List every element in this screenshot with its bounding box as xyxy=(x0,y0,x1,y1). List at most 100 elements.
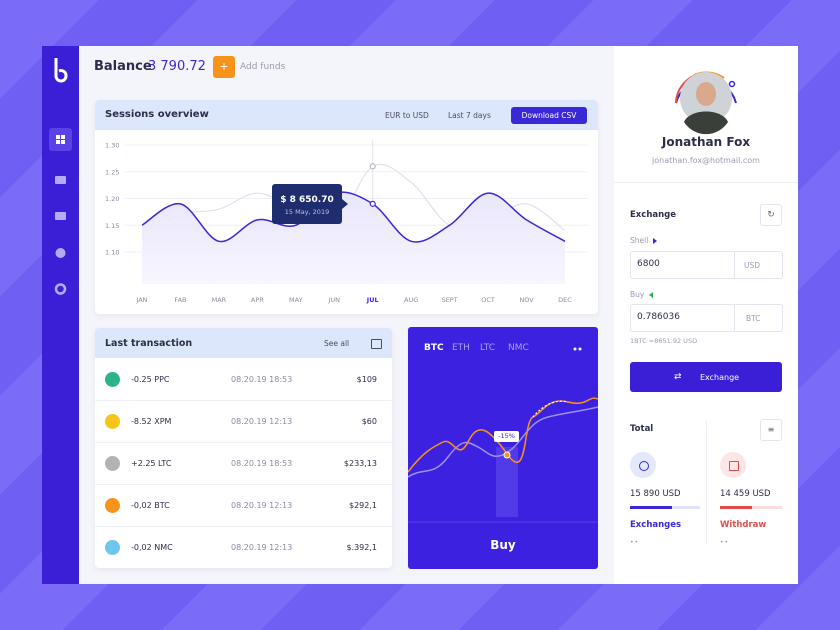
add-funds-label[interactable]: Add funds xyxy=(240,62,286,72)
buy-label: Buy xyxy=(630,290,645,299)
total-amount: 14 459 USD xyxy=(720,489,771,499)
value: $292,1 xyxy=(349,501,377,510)
sidebar xyxy=(42,46,79,584)
amount: -0,02 BTC xyxy=(131,501,170,510)
highlight-bar xyxy=(496,447,518,517)
tooltip-value: $ 8 650.70 xyxy=(280,195,334,205)
exchange-button-icon[interactable]: ⇄ xyxy=(674,372,682,382)
date: 08.20.19 18:53 xyxy=(231,375,293,384)
x-tick-label: JAN xyxy=(135,296,147,304)
see-all[interactable]: See all xyxy=(324,339,350,348)
rate: 1BTC =8651.92 USD xyxy=(630,337,698,345)
crypto-tab[interactable]: NMC xyxy=(508,343,529,353)
x-tick-label: JUN xyxy=(327,296,340,304)
sell-currency[interactable]: USD xyxy=(744,261,761,270)
card-title: Last transaction xyxy=(105,338,193,349)
logo xyxy=(54,58,68,83)
nav-settings[interactable] xyxy=(54,283,67,295)
coin-icon xyxy=(105,540,120,555)
currency-select[interactable]: EUR to USD xyxy=(385,111,429,120)
point xyxy=(369,163,376,170)
total-icon-inner xyxy=(729,461,739,471)
row-divider xyxy=(95,442,392,443)
date: 08.20.19 12:13 xyxy=(231,543,293,552)
crypto-tab[interactable]: ETH xyxy=(452,343,470,353)
progress-fill xyxy=(720,506,752,509)
divider xyxy=(734,251,735,279)
y-tick-label: 1.30 xyxy=(105,142,119,150)
exchange-title: Exchange xyxy=(630,210,677,220)
avatar xyxy=(675,71,737,135)
date: 08.20.19 12:13 xyxy=(231,501,293,510)
sell-label: Shell xyxy=(630,236,649,245)
row-divider xyxy=(95,400,392,401)
exchange-button[interactable] xyxy=(630,362,782,392)
total-title: Total xyxy=(630,424,654,434)
profile-email: jonathan.fox@hotmail.com xyxy=(652,156,760,165)
coin-icon xyxy=(105,372,120,387)
nav-savings[interactable] xyxy=(55,248,66,258)
point xyxy=(369,200,376,207)
divider xyxy=(614,182,798,183)
transactions-card: Last transaction See all -0.25 PPC 08.20.… xyxy=(95,328,392,568)
value: $.392,1 xyxy=(346,543,377,552)
refresh-button[interactable]: ↻ xyxy=(760,204,782,226)
dots: •• xyxy=(720,539,730,546)
buy-arrow xyxy=(649,292,653,298)
row-divider xyxy=(95,484,392,485)
point xyxy=(503,451,511,459)
x-tick-label: JUL xyxy=(366,296,379,304)
x-tick-label: MAY xyxy=(289,296,303,304)
right-panel: Jonathan Fox jonathan.fox@hotmail.com Ex… xyxy=(614,46,798,584)
buy-button[interactable]: Buy xyxy=(490,538,516,552)
tooltip-date: 15 May, 2019 xyxy=(284,208,330,216)
change-badge: -15% xyxy=(494,431,519,442)
crypto-card: BTC ETH LTC NMC -15% Buy xyxy=(407,327,599,569)
divider xyxy=(706,420,707,544)
crypto-tab[interactable]: LTC xyxy=(480,343,496,353)
buy-input[interactable] xyxy=(630,304,783,332)
sell-arrow xyxy=(653,238,657,244)
x-tick-label: FAB xyxy=(174,296,186,304)
y-tick-label: 1.25 xyxy=(105,168,119,176)
balance-label: Balance xyxy=(94,59,152,74)
buy-currency[interactable]: BTC xyxy=(746,314,761,323)
sell-input[interactable] xyxy=(630,251,783,279)
tooltip-pointer xyxy=(342,199,348,209)
amount: -0,02 NMC xyxy=(131,543,173,552)
line xyxy=(141,191,566,243)
nav-cards[interactable] xyxy=(55,176,66,184)
amount: -0.25 PPC xyxy=(131,375,170,384)
card-header xyxy=(95,328,392,358)
y-tick-label: 1.10 xyxy=(105,249,119,257)
sell-amount[interactable]: 6800 xyxy=(637,259,660,269)
divider xyxy=(734,304,735,332)
download-button[interactable]: Download CSV xyxy=(511,107,587,124)
area xyxy=(142,192,565,285)
y-tick-label: 1.15 xyxy=(105,222,119,230)
crypto-tab[interactable]: BTC xyxy=(424,343,444,353)
coin-icon xyxy=(105,456,120,471)
amount: +2.25 LTC xyxy=(131,459,172,468)
coin-icon xyxy=(105,414,120,429)
filter-button[interactable]: ≡ xyxy=(760,419,782,441)
balance-value: 3 790.72 xyxy=(148,59,206,74)
x-tick-label: OCT xyxy=(481,296,495,304)
amount: -8.52 XPM xyxy=(131,417,172,426)
value: $60 xyxy=(361,417,377,426)
total-icon xyxy=(720,452,746,478)
calendar-icon[interactable] xyxy=(371,339,382,349)
buy-amount[interactable]: 0.786036 xyxy=(637,312,680,322)
dots: •• xyxy=(630,539,640,546)
total-label[interactable]: Withdraw xyxy=(720,520,767,530)
coin-icon xyxy=(105,498,120,513)
nav-dashboard[interactable] xyxy=(49,128,72,151)
nav-mail[interactable] xyxy=(55,212,66,220)
exchange-button-label[interactable]: Exchange xyxy=(700,373,740,382)
add-funds-button[interactable]: + xyxy=(213,56,235,78)
crypto-chart xyxy=(407,347,599,523)
total-label[interactable]: Exchanges xyxy=(630,520,682,530)
period-select[interactable]: Last 7 days xyxy=(448,111,491,120)
